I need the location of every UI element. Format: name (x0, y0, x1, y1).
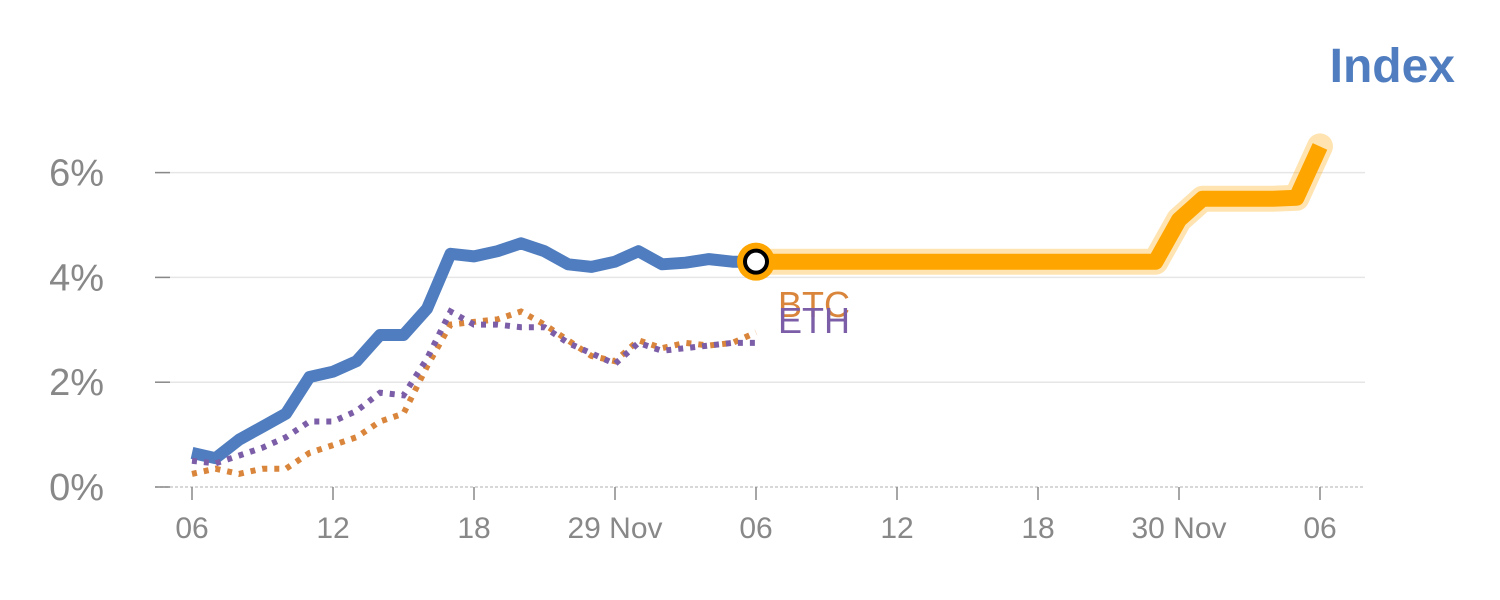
x-tick-label: 12 (880, 512, 913, 545)
x-tick-label: 06 (175, 512, 208, 545)
x-tick-label: 06 (739, 512, 772, 545)
y-tick-label: 2% (49, 362, 104, 404)
series-line-btc (191, 308, 758, 477)
series-group (190, 133, 1333, 477)
chart-title: Index (1330, 40, 1456, 93)
series-line-eth (191, 307, 756, 467)
y-tick-label: 6% (49, 153, 104, 195)
x-tick-label: 30 Nov (1131, 512, 1226, 545)
x-tick-label: 18 (1021, 512, 1054, 545)
marker-group (737, 242, 775, 281)
marker-dot (743, 248, 769, 275)
series-line-index-continued (756, 143, 1328, 270)
x-axis: 06 12 18 29 Nov 06 12 18 30 Nov 06 (175, 487, 1337, 545)
series-label-eth: ETH (778, 300, 850, 341)
x-tick-label: 29 Nov (567, 512, 662, 545)
series-label-btc: BTC (778, 284, 850, 325)
x-tick-label: 12 (316, 512, 349, 545)
y-axis: 0% 2% 4% 6% (49, 153, 170, 509)
x-tick-label: 06 (1303, 512, 1336, 545)
y-tick-label: 0% (49, 467, 104, 509)
x-tick-label: 18 (457, 512, 490, 545)
y-tick-label: 4% (49, 257, 104, 299)
series-line-index (190, 237, 756, 465)
